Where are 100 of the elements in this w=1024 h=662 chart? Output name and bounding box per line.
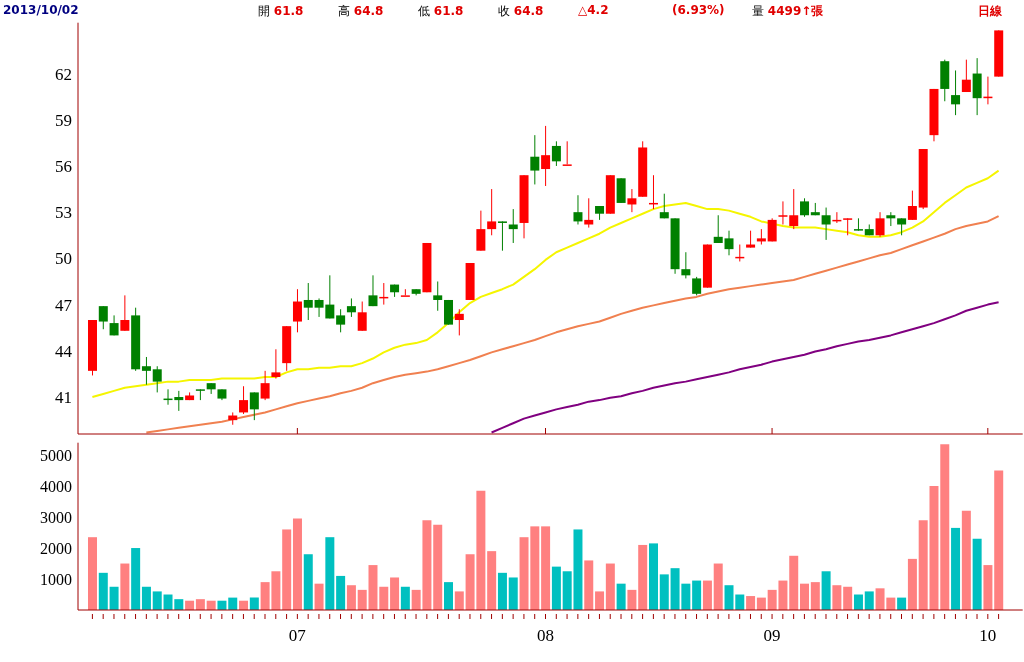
bar xyxy=(627,589,637,610)
candlestick xyxy=(400,288,410,297)
candlestick xyxy=(573,194,583,225)
candlestick xyxy=(303,282,313,321)
candlestick xyxy=(875,211,885,238)
y-tick-label: 56 xyxy=(55,157,72,176)
text: 開 61.8 xyxy=(258,4,304,18)
y-tick-label: 2000 xyxy=(40,539,72,557)
bar xyxy=(713,563,723,610)
candlestick xyxy=(346,297,356,318)
y-tick-label: 4000 xyxy=(40,477,72,495)
bar xyxy=(864,591,874,610)
candlestick xyxy=(141,356,151,386)
candlestick xyxy=(152,365,162,393)
bar xyxy=(433,524,443,610)
bar xyxy=(616,583,626,610)
bar xyxy=(497,572,507,610)
candlestick xyxy=(260,370,270,401)
text: 收 64.8 xyxy=(498,4,544,18)
candlestick xyxy=(476,210,486,252)
bar xyxy=(487,551,497,610)
bar xyxy=(584,560,594,610)
bar xyxy=(853,594,863,610)
bar xyxy=(508,577,518,610)
bar xyxy=(292,518,302,610)
candlestick xyxy=(508,208,518,244)
candlestick xyxy=(789,188,799,230)
x-tick-label: 08 xyxy=(537,626,554,645)
candlestick xyxy=(487,188,497,236)
candlestick xyxy=(357,301,367,332)
bar xyxy=(940,444,950,610)
bar xyxy=(325,537,335,610)
bar xyxy=(692,580,702,610)
candlestick xyxy=(454,308,464,336)
bar xyxy=(961,510,971,610)
candlestick xyxy=(292,288,302,333)
y-tick-label: 47 xyxy=(55,295,73,315)
bar xyxy=(400,586,410,610)
candlestick xyxy=(336,308,346,333)
y-tick-label: 50 xyxy=(55,249,72,269)
candlestick xyxy=(961,59,971,93)
candlestick xyxy=(562,140,572,166)
bar xyxy=(983,565,993,610)
candlestick xyxy=(239,385,249,415)
bar xyxy=(109,586,119,610)
bar xyxy=(821,571,831,610)
line-series xyxy=(91,169,1000,399)
text: 日線 xyxy=(978,4,1002,18)
candlestick xyxy=(551,140,561,167)
bar xyxy=(746,596,756,610)
candlestick xyxy=(681,251,691,279)
bar xyxy=(832,585,842,610)
candlestick xyxy=(249,391,259,421)
bar xyxy=(659,574,669,610)
text: 量 4499↑張 xyxy=(752,4,824,18)
x-tick-label: 10 xyxy=(979,626,997,645)
bar xyxy=(595,591,605,610)
candlestick xyxy=(724,230,734,256)
candlestick xyxy=(271,348,281,380)
bar xyxy=(951,527,961,610)
y-tick-label: 44 xyxy=(55,341,73,361)
line-series xyxy=(145,215,1000,434)
text: (6.93%) xyxy=(672,3,725,17)
x-tick-label: 07 xyxy=(288,626,307,645)
bar xyxy=(390,577,400,610)
candlestick xyxy=(659,193,669,219)
candlestick xyxy=(98,305,108,330)
bar xyxy=(141,586,151,610)
candlestick xyxy=(951,69,961,116)
candlestick xyxy=(368,274,378,307)
candlestick xyxy=(713,214,723,244)
candlestick xyxy=(627,188,637,213)
bar xyxy=(195,599,205,610)
bar xyxy=(314,583,324,610)
bar xyxy=(551,566,561,610)
bar xyxy=(843,586,853,610)
bar xyxy=(88,537,97,610)
y-tick-label: 62 xyxy=(55,64,72,84)
y-tick-label: 1000 xyxy=(40,570,72,588)
candlestick xyxy=(907,190,917,221)
y-tick-label: 59 xyxy=(55,110,72,130)
text: 高 64.8 xyxy=(338,4,384,18)
candlestick xyxy=(433,281,443,312)
text: △4.2 xyxy=(578,3,609,17)
y-tick-label: 41 xyxy=(55,388,72,408)
candlestick xyxy=(541,125,551,187)
candlestick xyxy=(120,294,130,332)
bar xyxy=(789,555,799,610)
bar xyxy=(994,470,1004,610)
candlestick xyxy=(800,197,810,218)
bar xyxy=(131,548,141,610)
y-tick-label: 3000 xyxy=(40,508,72,526)
bar xyxy=(152,591,162,610)
candlestick xyxy=(530,134,540,185)
bar xyxy=(638,544,648,610)
bar xyxy=(702,580,712,610)
bar xyxy=(810,582,820,610)
bar xyxy=(282,529,292,610)
candlestick xyxy=(853,217,863,232)
chart-title: 2013/10/02 xyxy=(3,3,79,17)
